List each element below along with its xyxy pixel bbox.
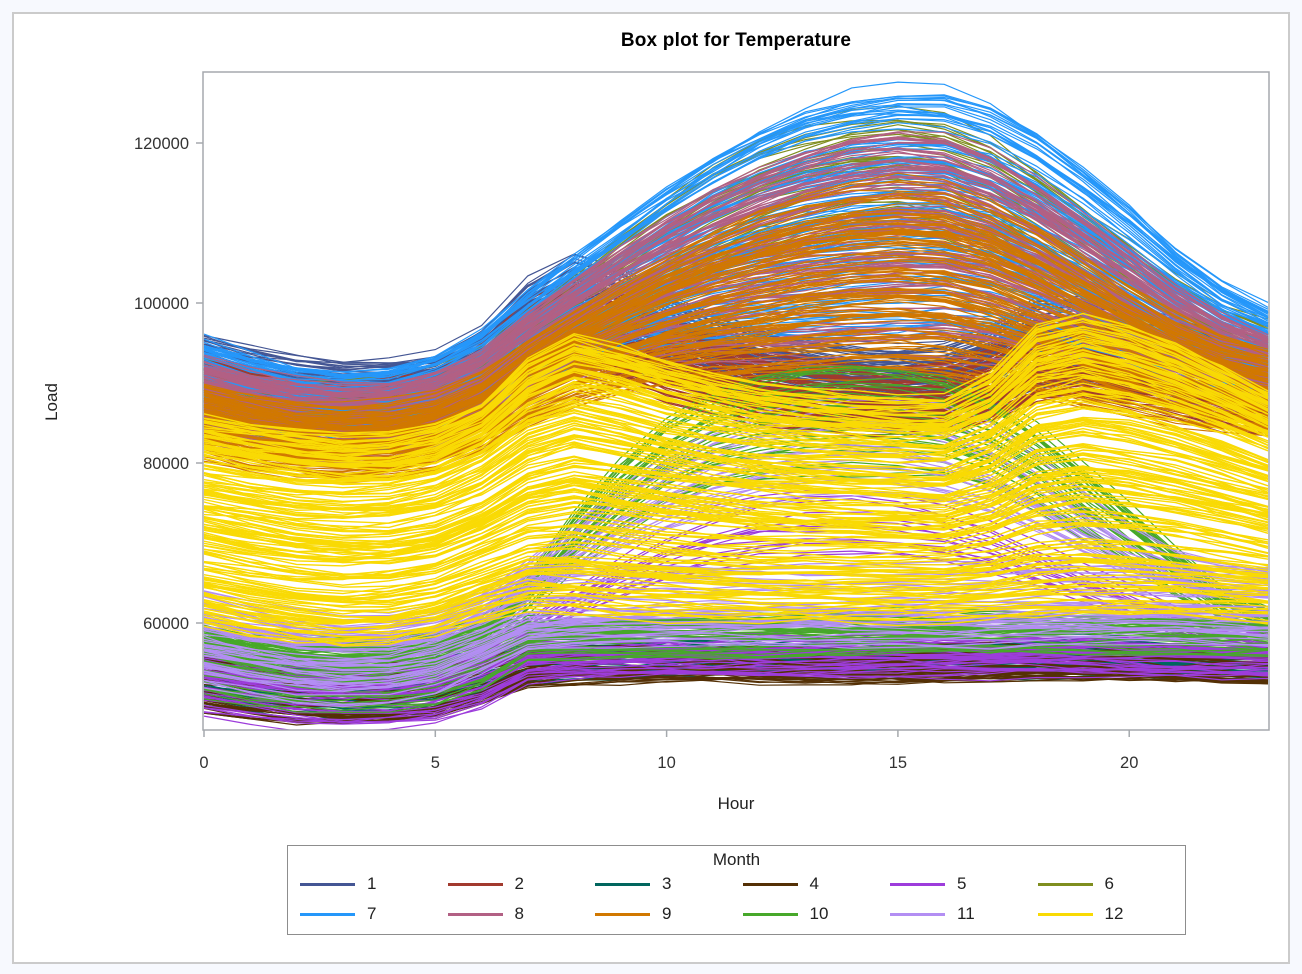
legend-item-month-4: 4 — [739, 874, 883, 894]
legend-label: 6 — [1104, 874, 1114, 893]
legend-label: 12 — [1104, 904, 1124, 923]
chart-title: Box plot for Temperature — [620, 30, 852, 51]
legend-label: 10 — [809, 904, 829, 923]
legend-item-month-11: 11 — [886, 904, 1030, 924]
legend-label: 11 — [957, 904, 975, 923]
legend-item-month-8: 8 — [444, 904, 588, 924]
legend-label: 7 — [367, 904, 377, 923]
legend-swatch — [595, 912, 650, 916]
series-lines — [203, 81, 1269, 730]
legend-item-month-9: 9 — [591, 904, 735, 924]
x-tick-label: 15 — [889, 754, 907, 772]
y-tick-label: 120000 — [134, 135, 189, 153]
x-tick-label: 10 — [657, 754, 675, 772]
x-tick-label: 0 — [199, 754, 208, 772]
legend-swatch — [447, 882, 503, 886]
legend-swatch — [890, 912, 945, 916]
legend: Month 1 2 3 4 5 6 7 8 9 10 11 12 — [287, 845, 1186, 935]
legend-swatch — [890, 882, 945, 886]
legend-label: 1 — [367, 874, 377, 893]
legend-item-month-5: 5 — [886, 874, 1030, 894]
series-month-12 — [203, 312, 1269, 647]
x-tick-label: 20 — [1120, 754, 1138, 772]
x-tick-label: 5 — [431, 754, 440, 772]
x-axis-title: Hour — [717, 794, 755, 813]
plot-area: 0 5 10 15 20 60000 80000 100000 120000 — [134, 71, 1270, 772]
legend-swatch — [447, 912, 503, 916]
legend-swatch — [1037, 882, 1093, 886]
legend-swatch — [300, 882, 355, 886]
y-tick-label: 80000 — [143, 455, 189, 473]
legend-title: Month — [712, 850, 761, 869]
legend-swatch — [595, 882, 650, 886]
legend-label: 9 — [662, 904, 672, 923]
y-tick-label: 60000 — [143, 615, 189, 633]
legend-grid: 1 2 3 4 5 6 7 8 9 10 11 12 — [296, 874, 1177, 924]
legend-label: 5 — [957, 874, 967, 893]
plot-frame — [202, 71, 1270, 731]
y-tick-label: 100000 — [134, 295, 189, 313]
legend-item-month-7: 7 — [296, 904, 440, 924]
legend-item-month-6: 6 — [1034, 874, 1178, 894]
legend-swatch — [742, 912, 798, 916]
legend-label: 4 — [809, 874, 819, 893]
legend-label: 3 — [662, 874, 672, 893]
y-axis-title: Load — [42, 383, 61, 421]
legend-item-month-12: 12 — [1034, 904, 1178, 924]
legend-item-month-3: 3 — [591, 874, 735, 894]
legend-item-month-10: 10 — [739, 904, 883, 924]
legend-item-month-2: 2 — [444, 874, 588, 894]
legend-item-month-1: 1 — [296, 874, 440, 894]
legend-swatch — [1037, 912, 1093, 916]
legend-label: 8 — [514, 904, 524, 923]
legend-swatch — [742, 882, 798, 886]
legend-swatch — [300, 912, 355, 916]
legend-label: 2 — [514, 874, 524, 893]
